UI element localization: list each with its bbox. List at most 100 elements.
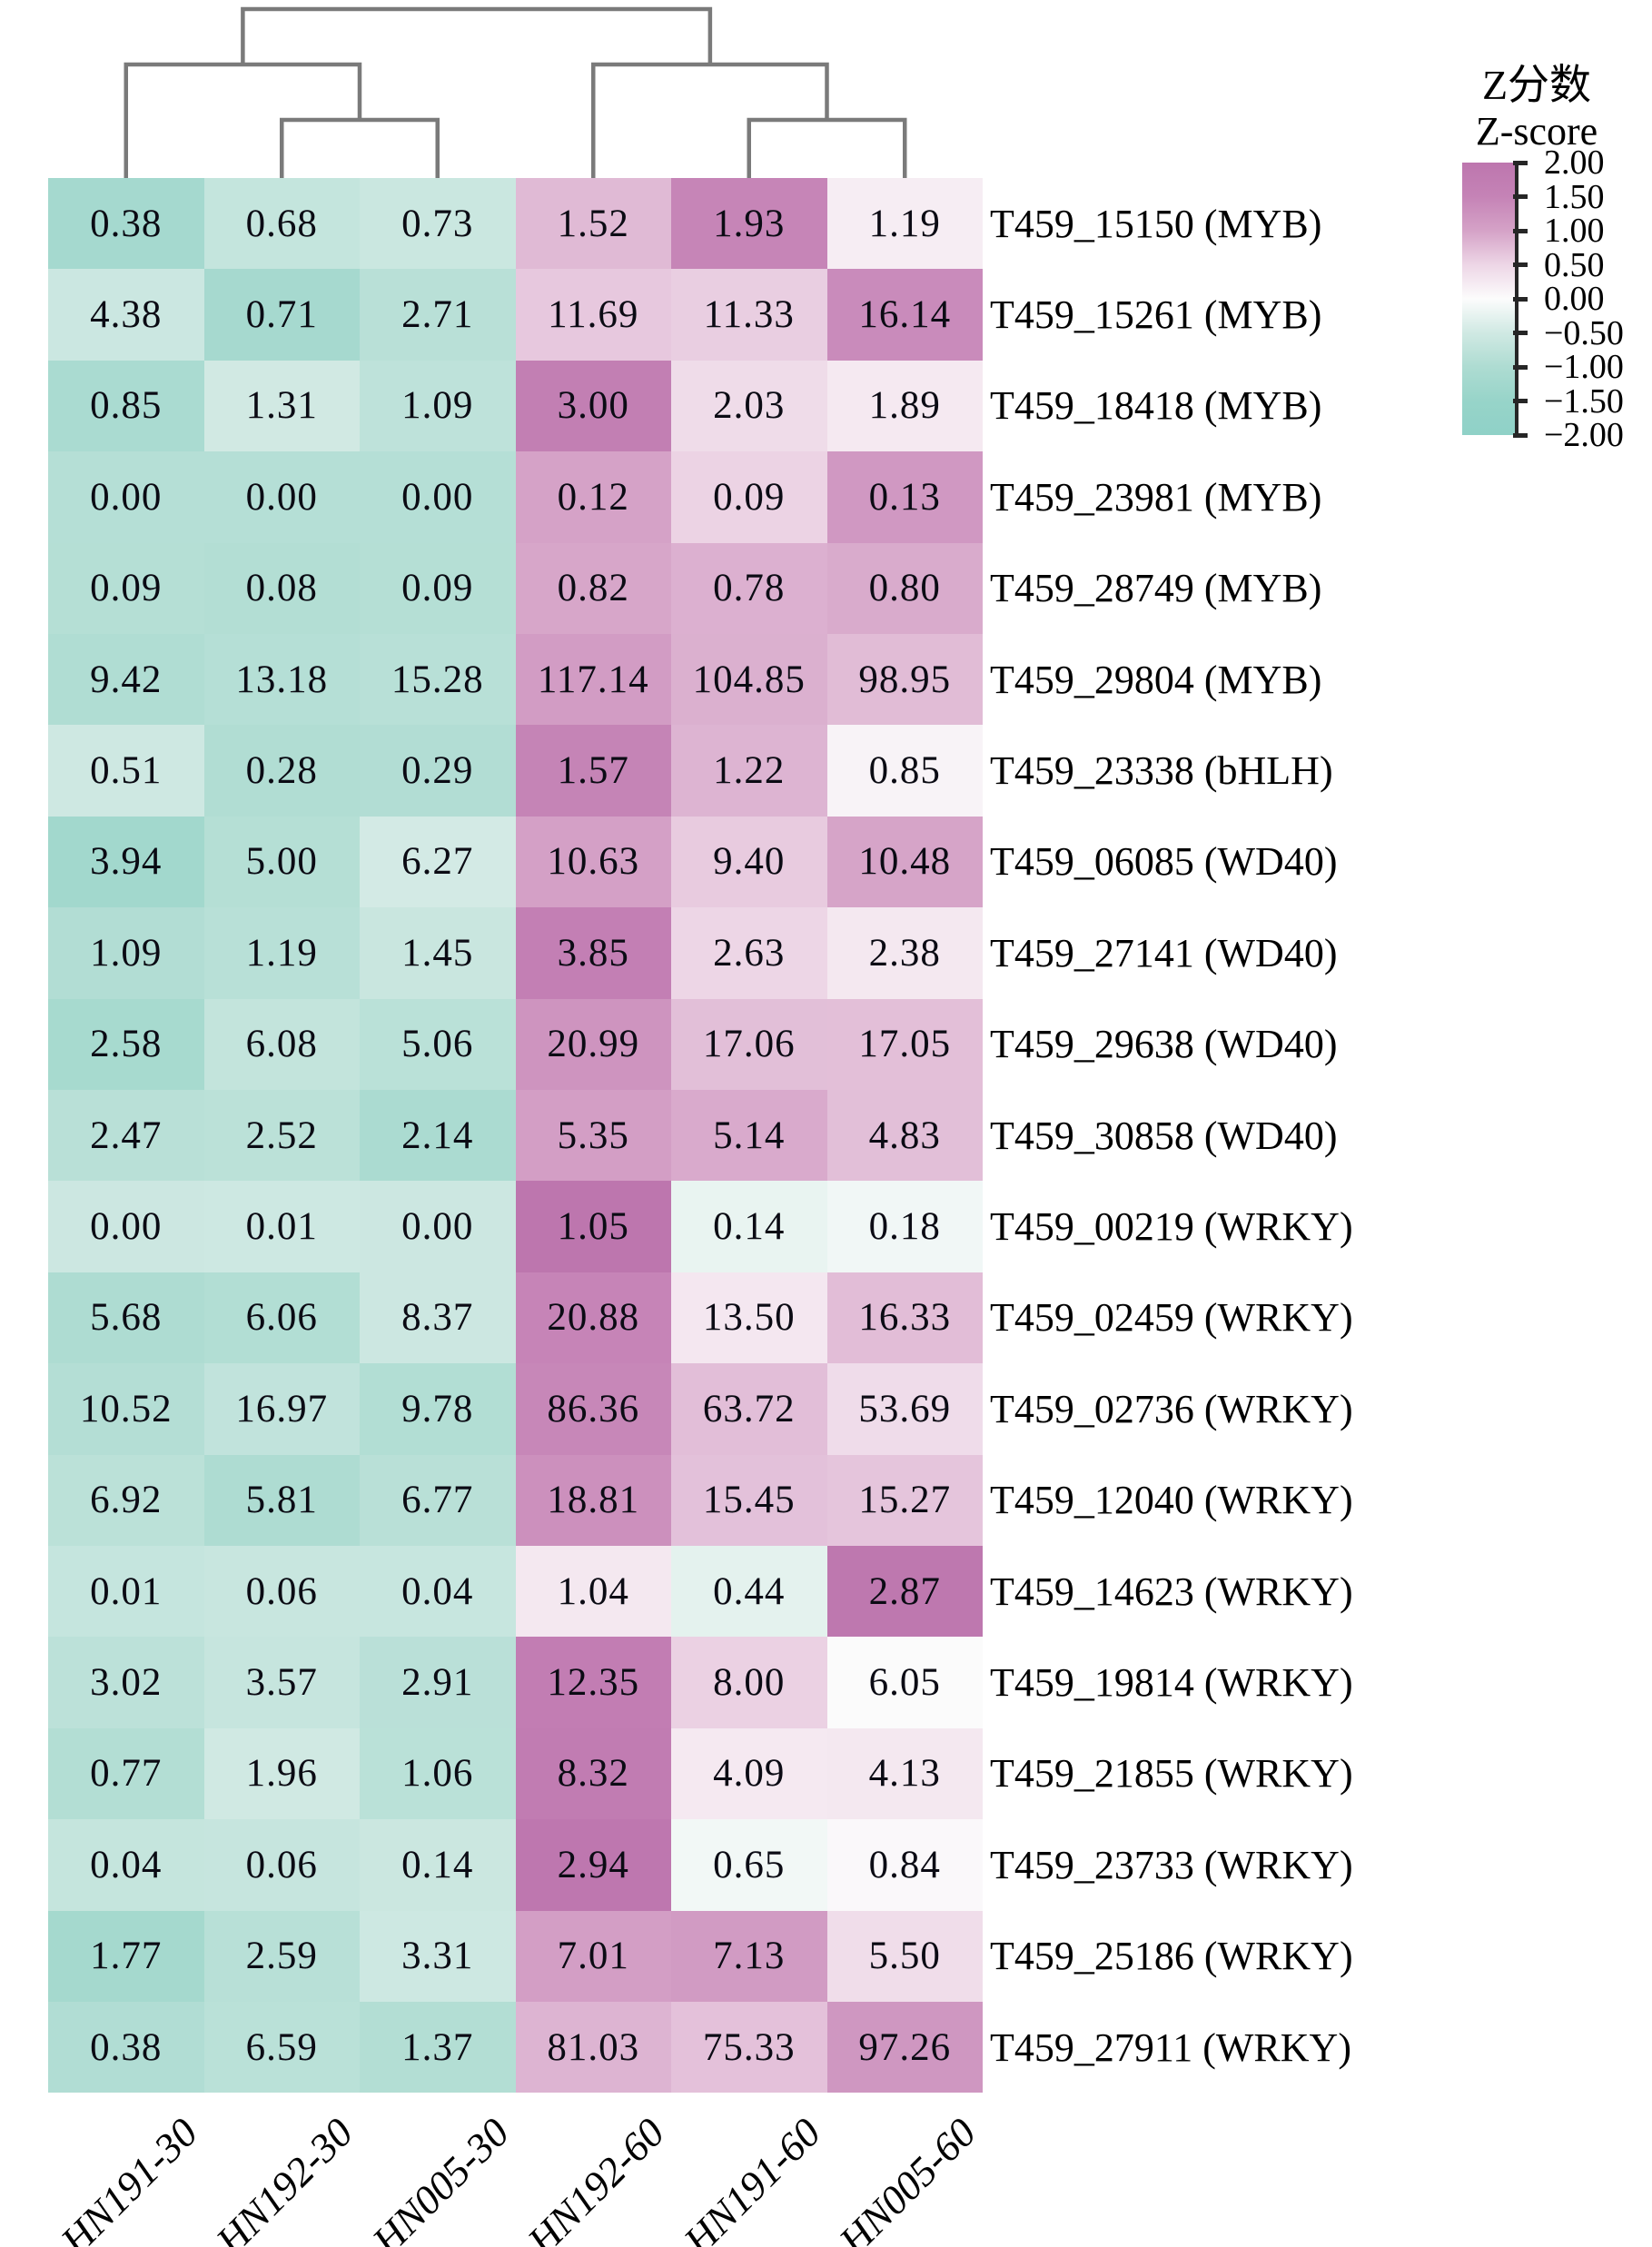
heatmap-cell: 0.80 — [826, 542, 983, 634]
heatmap-cell: 16.14 — [826, 269, 983, 361]
heatmap-cell: 75.33 — [671, 2002, 827, 2094]
heatmap-cell: 20.99 — [515, 998, 671, 1090]
dendrogram-branch — [280, 117, 440, 178]
legend-tick-mark — [1513, 399, 1528, 403]
heatmap-cell: 5.00 — [203, 816, 360, 908]
heatmap-cell: 4.09 — [671, 1727, 827, 1820]
heatmap-cell: 2.59 — [203, 1910, 360, 2002]
heatmap-cell: 1.31 — [203, 360, 360, 452]
heatmap-cell: 0.29 — [360, 725, 516, 817]
heatmap-cell: 1.52 — [515, 178, 671, 270]
column-dendrogram — [124, 6, 907, 178]
column-label: HN005-60 — [830, 2109, 985, 2247]
heatmap-cell: 7.13 — [671, 1910, 827, 2002]
row-label: T459_15150 (MYB) — [990, 201, 1322, 246]
heatmap-cell: 17.06 — [671, 998, 827, 1090]
heatmap-cell: 0.00 — [360, 451, 516, 543]
heatmap-cell: 0.85 — [826, 725, 983, 817]
row-label: T459_25186 (WRKY) — [990, 1934, 1353, 1979]
heatmap-cell: 18.81 — [515, 1454, 671, 1546]
heatmap-cell: 6.59 — [203, 2002, 360, 2094]
heatmap-cell: 4.83 — [826, 1090, 983, 1182]
row-label: T459_27141 (WD40) — [990, 930, 1338, 975]
heatmap-cell: 1.89 — [826, 360, 983, 452]
heatmap-cell: 0.13 — [826, 451, 983, 543]
heatmap-cell: 0.00 — [360, 1181, 516, 1272]
heatmap-cell: 0.04 — [48, 1819, 204, 1911]
row-label: T459_00219 (WRKY) — [990, 1204, 1353, 1250]
heatmap-cell: 11.69 — [515, 269, 671, 361]
column-label: HN192-30 — [207, 2109, 362, 2247]
row-label: T459_18418 (MYB) — [990, 383, 1322, 429]
heatmap-cell: 0.84 — [826, 1819, 983, 1911]
legend-tick-mark — [1513, 228, 1528, 233]
heatmap-cell: 1.09 — [360, 360, 516, 452]
heatmap-cell: 0.00 — [48, 1181, 204, 1272]
dendrogram-branch — [591, 62, 829, 178]
heatmap-cell: 81.03 — [515, 2002, 671, 2094]
heatmap-cell: 2.58 — [48, 998, 204, 1090]
heatmap-cell: 10.48 — [826, 816, 983, 908]
heatmap-cell: 0.09 — [671, 451, 827, 543]
legend-title: Z分数 Z-score — [1417, 62, 1652, 154]
row-label: T459_27911 (WRKY) — [990, 2024, 1351, 2070]
heatmap-cell: 0.09 — [48, 542, 204, 634]
heatmap-cell: 0.00 — [48, 451, 204, 543]
heatmap-cell: 0.38 — [48, 2002, 204, 2094]
heatmap-cell: 1.22 — [671, 725, 827, 817]
row-label: T459_23338 (bHLH) — [990, 748, 1333, 794]
heatmap-cell: 1.06 — [360, 1727, 516, 1820]
heatmap-cell: 1.37 — [360, 2002, 516, 2094]
heatmap-cell: 0.04 — [360, 1546, 516, 1638]
heatmap-cell: 2.63 — [671, 907, 827, 999]
row-label: T459_30858 (WD40) — [990, 1113, 1338, 1158]
legend-tick-mark — [1513, 262, 1528, 267]
row-label: T459_14623 (WRKY) — [990, 1569, 1353, 1614]
heatmap-cell: 0.01 — [203, 1181, 360, 1272]
column-label: HN192-60 — [519, 2109, 674, 2247]
heatmap-cell: 0.09 — [360, 542, 516, 634]
column-label: HN191-60 — [675, 2109, 829, 2247]
heatmap-cell: 1.93 — [671, 178, 827, 270]
heatmap-cell: 5.14 — [671, 1090, 827, 1182]
heatmap-cell: 2.52 — [203, 1090, 360, 1182]
heatmap-cell: 0.65 — [671, 1819, 827, 1911]
heatmap-cell: 1.19 — [203, 907, 360, 999]
heatmap-cell: 5.81 — [203, 1454, 360, 1546]
row-label: T459_06085 (WD40) — [990, 839, 1338, 885]
column-label: HN191-30 — [52, 2109, 206, 2247]
dendrogram-branch — [241, 6, 713, 64]
heatmap-cell: 4.13 — [826, 1727, 983, 1820]
heatmap-cell: 1.04 — [515, 1546, 671, 1638]
heatmap-cell: 5.35 — [515, 1090, 671, 1182]
legend-tick-label: −0.50 — [1544, 313, 1624, 352]
heatmap-cell: 5.06 — [360, 998, 516, 1090]
heatmap-cell: 0.14 — [671, 1181, 827, 1272]
heatmap-cell: 10.52 — [48, 1363, 204, 1455]
heatmap-cell: 0.06 — [203, 1546, 360, 1638]
heatmap-cell: 9.40 — [671, 816, 827, 908]
heatmap-cell: 17.05 — [826, 998, 983, 1090]
heatmap-cell: 15.28 — [360, 634, 516, 726]
heatmap-cell: 0.12 — [515, 451, 671, 543]
heatmap-cell: 13.18 — [203, 634, 360, 726]
heatmap-cell: 2.47 — [48, 1090, 204, 1182]
heatmap-cell: 6.05 — [826, 1637, 983, 1728]
legend-tick-mark — [1513, 364, 1528, 370]
heatmap-cell: 1.19 — [826, 178, 983, 270]
heatmap-cell: 5.68 — [48, 1272, 204, 1364]
heatmap-cell: 104.85 — [671, 634, 827, 726]
heatmap-cell: 6.92 — [48, 1454, 204, 1546]
row-label: T459_23733 (WRKY) — [990, 1842, 1353, 1887]
heatmap-cell: 0.08 — [203, 542, 360, 634]
heatmap-cell: 8.00 — [671, 1637, 827, 1728]
column-label: HN005-30 — [363, 2109, 518, 2247]
heatmap-cell: 0.44 — [671, 1546, 827, 1638]
heatmap-cell: 1.09 — [48, 907, 204, 999]
legend-tick-label: 0.00 — [1544, 280, 1605, 318]
legend-tick-mark — [1513, 432, 1528, 438]
heatmap-cell: 10.63 — [515, 816, 671, 908]
legend-tick-mark — [1513, 331, 1528, 335]
legend-tick-label: 0.50 — [1544, 245, 1605, 284]
heatmap-cell: 0.68 — [203, 178, 360, 270]
